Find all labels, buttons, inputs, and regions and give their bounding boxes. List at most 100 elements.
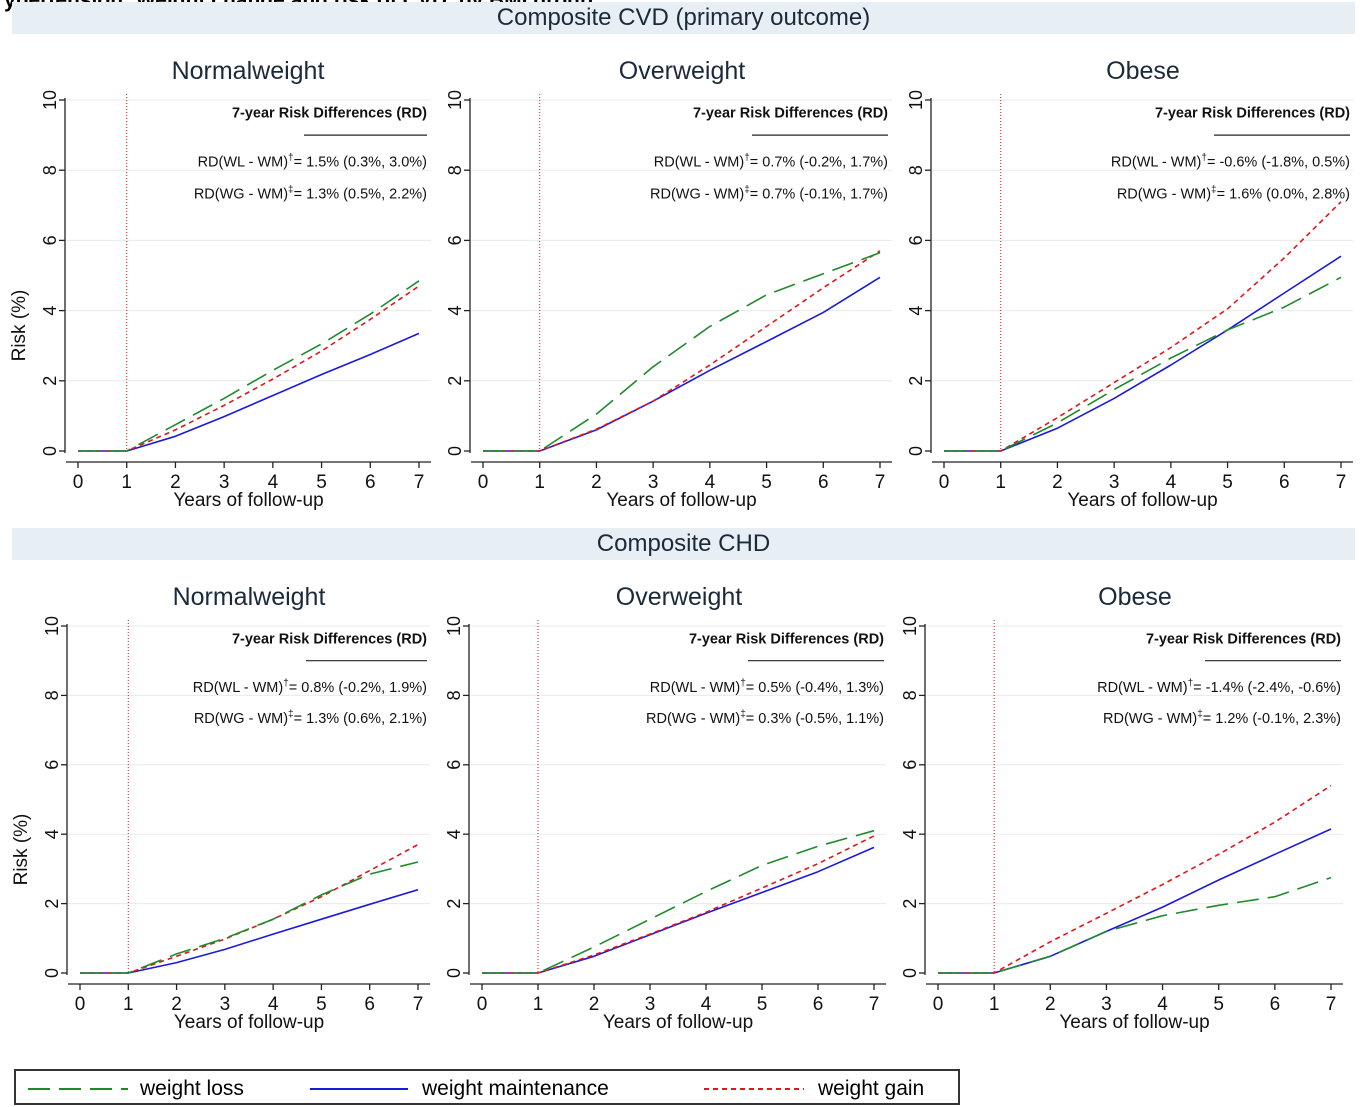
rd-wg-text: RD(WG - WM)‡= 1.2% (-0.1%, 2.3%) xyxy=(1103,709,1341,727)
x-axis-label: Years of follow-up xyxy=(174,1012,324,1033)
y-tick-label: 6 xyxy=(900,760,920,770)
x-tick-label: 1 xyxy=(123,994,134,1015)
y-tick-label: 6 xyxy=(444,760,464,770)
x-axis-label: Years of follow-up xyxy=(603,1012,753,1033)
rd-wg-text: RD(WG - WM)‡= 1.3% (0.6%, 2.1%) xyxy=(194,709,427,727)
y-tick-label: 8 xyxy=(900,690,920,700)
rd-wg-text: RD(WG - WM)‡= 1.3% (0.5%, 2.2%) xyxy=(194,184,427,202)
rd-wl-text: RD(WL - WM)†= -0.6% (-1.8%, 0.5%) xyxy=(1111,153,1350,171)
x-tick-label: 5 xyxy=(757,994,768,1015)
legend-label-weight-gain: weight gain xyxy=(818,1077,924,1101)
x-tick-label: 7 xyxy=(1336,472,1347,493)
rd-wl-text: RD(WL - WM)†= -1.4% (-2.4%, -0.6%) xyxy=(1097,678,1341,696)
rd-header: 7-year Risk Differences (RD) xyxy=(232,631,427,647)
x-tick-label: 0 xyxy=(75,994,86,1015)
panel-title: Normalweight xyxy=(172,57,325,85)
x-tick-label: 6 xyxy=(365,472,376,493)
rd-wg-text: RD(WG - WM)‡= 1.6% (0.0%, 2.8%) xyxy=(1117,184,1350,202)
y-tick-label: 4 xyxy=(40,306,60,316)
series-line-weight-loss xyxy=(944,277,1341,451)
y-tick-label: 0 xyxy=(445,446,465,456)
series-line-weight-maintenance xyxy=(482,847,874,973)
y-tick-label: 8 xyxy=(42,690,62,700)
x-tick-label: 7 xyxy=(414,472,425,493)
panel-title: Obese xyxy=(1106,57,1180,85)
y-tick-label: 4 xyxy=(445,306,465,316)
panel-title: Overweight xyxy=(619,57,745,85)
x-tick-label: 2 xyxy=(589,994,600,1015)
y-axis-label: Risk (%) xyxy=(11,814,32,886)
series-line-weight-loss xyxy=(938,878,1331,973)
x-tick-label: 0 xyxy=(477,994,488,1015)
y-tick-label: 10 xyxy=(900,616,920,636)
x-tick-label: 2 xyxy=(591,472,602,493)
x-tick-label: 0 xyxy=(73,472,84,493)
x-tick-label: 6 xyxy=(364,994,375,1015)
y-tick-label: 2 xyxy=(900,899,920,909)
y-tick-label: 10 xyxy=(444,616,464,636)
x-tick-label: 1 xyxy=(533,994,544,1015)
x-tick-label: 2 xyxy=(1045,994,1056,1015)
legend-label-weight-maintenance: weight maintenance xyxy=(422,1077,609,1101)
series-line-weight-gain xyxy=(482,836,874,973)
panel-title: Overweight xyxy=(616,583,742,611)
series-line-weight-loss xyxy=(80,862,418,973)
series-line-weight-maintenance xyxy=(483,277,880,451)
x-tick-label: 1 xyxy=(989,994,1000,1015)
x-tick-label: 5 xyxy=(1222,472,1233,493)
y-tick-label: 2 xyxy=(40,376,60,386)
y-tick-label: 6 xyxy=(40,235,60,245)
y-tick-label: 4 xyxy=(444,829,464,839)
y-tick-label: 0 xyxy=(40,446,60,456)
x-axis-label: Years of follow-up xyxy=(606,490,756,511)
panel-title: Normalweight xyxy=(173,583,326,611)
y-tick-label: 10 xyxy=(42,616,62,636)
x-tick-label: 6 xyxy=(813,994,824,1015)
y-tick-label: 10 xyxy=(40,90,60,110)
x-tick-label: 6 xyxy=(818,472,829,493)
x-tick-label: 5 xyxy=(1213,994,1224,1015)
rd-wl-text: RD(WL - WM)†= 1.5% (0.3%, 3.0%) xyxy=(198,153,427,171)
rd-wg-text: RD(WG - WM)‡= 0.7% (-0.1%, 1.7%) xyxy=(650,184,888,202)
x-tick-label: 1 xyxy=(534,472,545,493)
series-line-weight-gain xyxy=(938,786,1331,973)
rd-header: 7-year Risk Differences (RD) xyxy=(693,106,888,122)
y-tick-label: 4 xyxy=(42,829,62,839)
rd-header: 7-year Risk Differences (RD) xyxy=(689,631,884,647)
series-line-weight-loss xyxy=(483,253,880,451)
y-axis-label: Risk (%) xyxy=(9,290,30,362)
x-tick-label: 0 xyxy=(933,994,944,1015)
y-tick-label: 0 xyxy=(42,968,62,978)
y-tick-label: 8 xyxy=(906,165,926,175)
y-tick-label: 4 xyxy=(900,829,920,839)
x-tick-label: 7 xyxy=(413,994,424,1015)
y-tick-label: 8 xyxy=(40,165,60,175)
panel-title: Obese xyxy=(1098,583,1172,611)
series-line-weight-loss xyxy=(78,281,419,451)
y-tick-label: 2 xyxy=(445,376,465,386)
y-tick-label: 2 xyxy=(42,899,62,909)
rd-header: 7-year Risk Differences (RD) xyxy=(1146,631,1341,647)
x-tick-label: 1 xyxy=(121,472,132,493)
x-tick-label: 7 xyxy=(869,994,880,1015)
series-line-weight-gain xyxy=(80,845,418,973)
y-tick-label: 0 xyxy=(906,446,926,456)
x-tick-label: 6 xyxy=(1270,994,1281,1015)
rd-header: 7-year Risk Differences (RD) xyxy=(1155,106,1350,122)
rd-wl-text: RD(WL - WM)†= 0.7% (-0.2%, 1.7%) xyxy=(654,153,888,171)
series-line-weight-gain xyxy=(483,251,880,451)
y-tick-label: 10 xyxy=(906,90,926,110)
rd-wg-text: RD(WG - WM)‡= 0.3% (-0.5%, 1.1%) xyxy=(646,709,884,727)
x-tick-label: 5 xyxy=(761,472,772,493)
series-line-weight-maintenance xyxy=(80,890,418,973)
y-tick-label: 6 xyxy=(445,235,465,245)
legend: weight loss weight maintenance weight ga… xyxy=(14,1069,960,1105)
y-tick-label: 6 xyxy=(42,760,62,770)
